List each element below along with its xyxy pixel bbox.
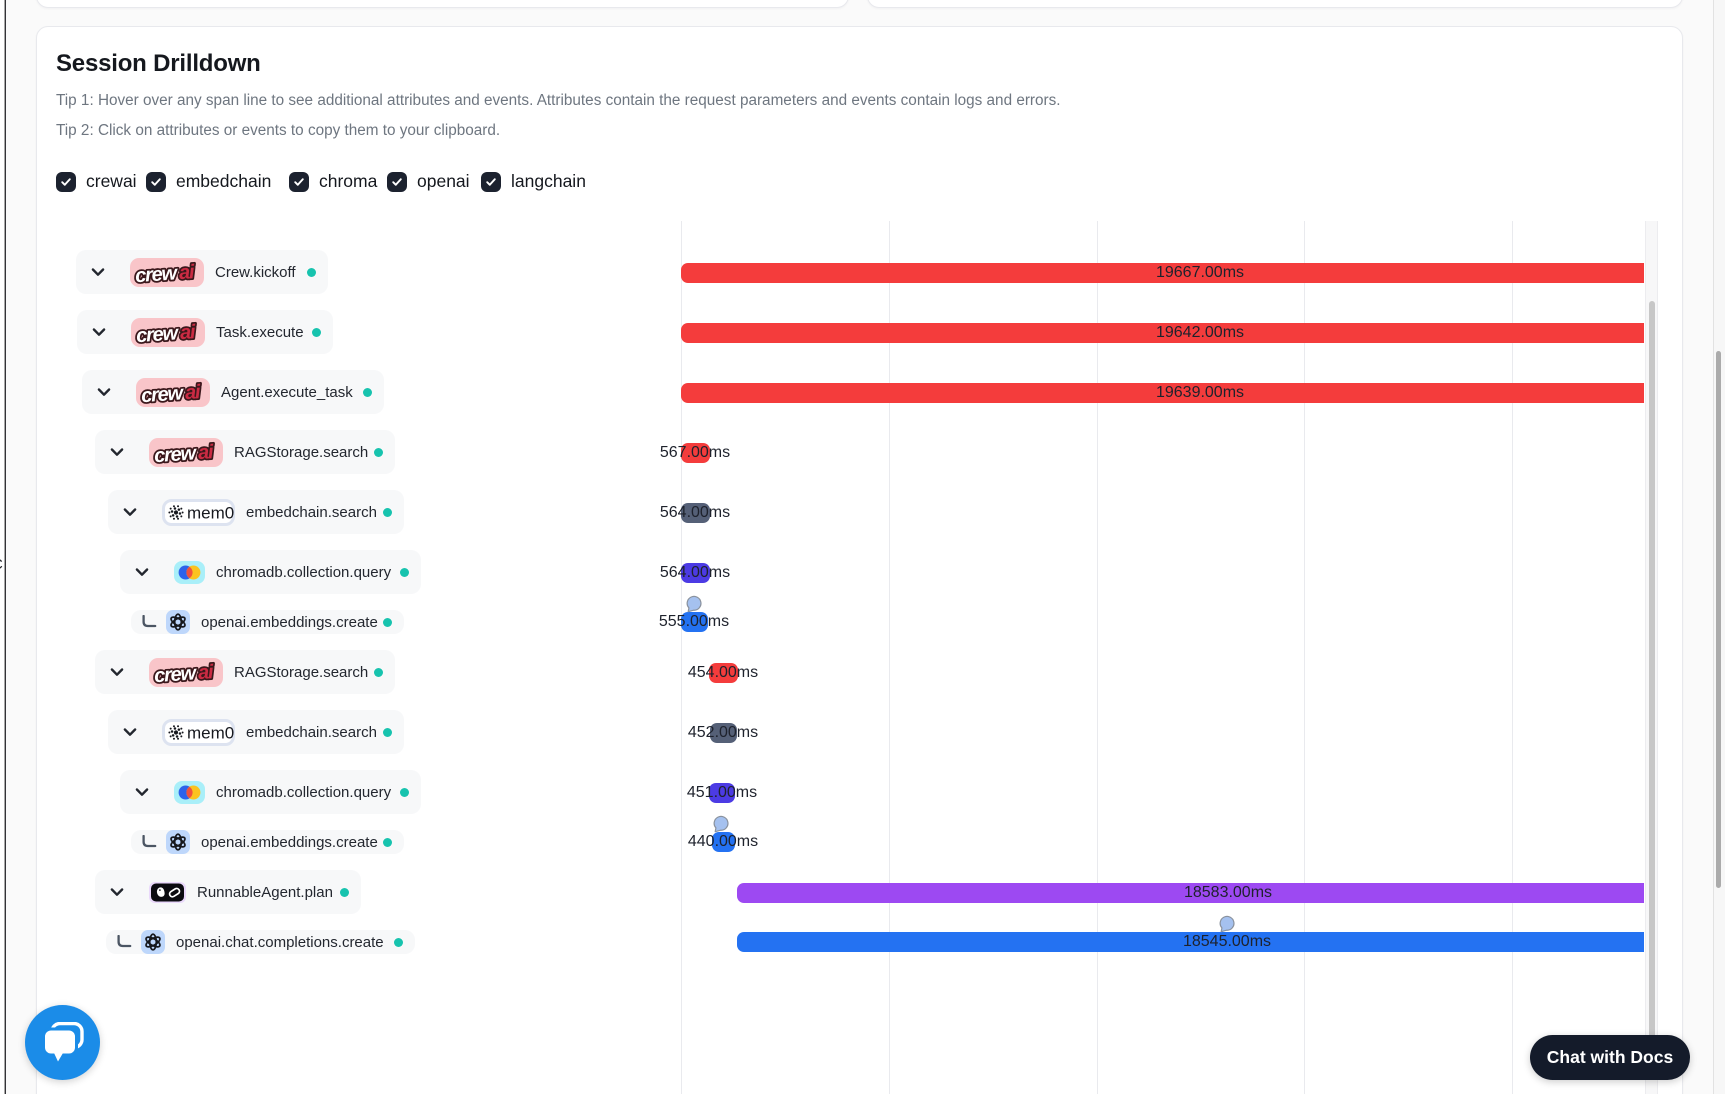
svg-text:crew: crew <box>153 662 198 687</box>
svg-text:ai: ai <box>179 321 196 344</box>
svg-text:crew: crew <box>135 322 180 347</box>
svg-text:ai: ai <box>184 381 201 404</box>
svg-text:crew: crew <box>134 262 179 287</box>
svg-text:ai: ai <box>197 661 214 684</box>
svg-text:crew: crew <box>140 382 185 407</box>
svg-text:mem0: mem0 <box>187 723 234 742</box>
svg-text:ai: ai <box>178 261 195 284</box>
svg-text:ai: ai <box>197 441 214 464</box>
svg-text:crew: crew <box>153 442 198 467</box>
svg-text:mem0: mem0 <box>187 503 234 522</box>
